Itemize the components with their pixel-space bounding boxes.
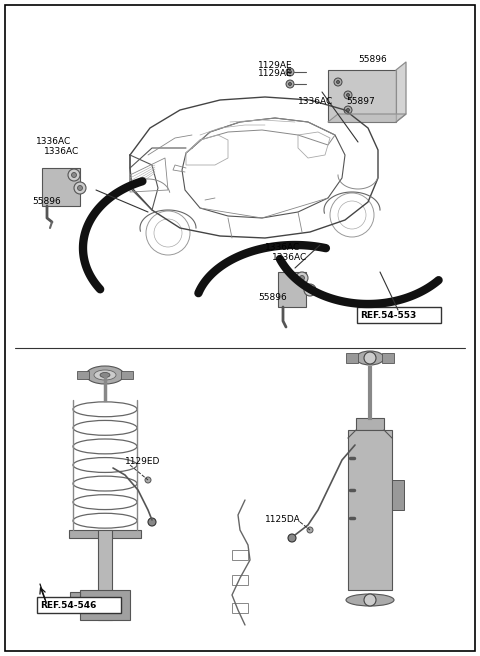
- Bar: [121, 371, 133, 379]
- Circle shape: [288, 83, 291, 85]
- Circle shape: [68, 169, 80, 181]
- Text: 1336AC: 1336AC: [272, 253, 307, 262]
- Circle shape: [74, 182, 86, 194]
- Circle shape: [286, 68, 294, 76]
- Bar: [232, 603, 248, 613]
- Circle shape: [364, 594, 376, 606]
- Bar: [382, 353, 394, 363]
- Bar: [42, 168, 80, 206]
- Bar: [80, 590, 130, 620]
- Text: 1336AC: 1336AC: [298, 98, 333, 106]
- Bar: [328, 70, 396, 122]
- Circle shape: [72, 173, 76, 178]
- Circle shape: [307, 527, 313, 533]
- Circle shape: [344, 106, 352, 114]
- FancyBboxPatch shape: [37, 597, 121, 613]
- Bar: [98, 530, 112, 620]
- Ellipse shape: [356, 351, 384, 365]
- Bar: [392, 480, 404, 510]
- Ellipse shape: [100, 373, 110, 377]
- Text: 55897: 55897: [346, 98, 375, 106]
- Circle shape: [364, 352, 376, 364]
- Text: 1129AE: 1129AE: [258, 70, 293, 79]
- Bar: [232, 575, 248, 585]
- Bar: [356, 418, 384, 430]
- Bar: [348, 430, 392, 590]
- Text: 55896: 55896: [358, 56, 387, 64]
- Circle shape: [336, 81, 339, 83]
- Circle shape: [334, 78, 342, 86]
- Text: 1129AE: 1129AE: [258, 60, 293, 70]
- Bar: [278, 272, 306, 307]
- Ellipse shape: [86, 366, 124, 384]
- Text: 1129ED: 1129ED: [125, 457, 160, 466]
- FancyBboxPatch shape: [357, 307, 441, 323]
- Circle shape: [148, 518, 156, 526]
- Bar: [346, 353, 358, 363]
- Bar: [69, 530, 141, 538]
- Circle shape: [347, 94, 349, 96]
- Bar: [232, 550, 248, 560]
- Circle shape: [288, 70, 291, 73]
- Text: 1336AC: 1336AC: [36, 138, 71, 146]
- Text: 1336AC: 1336AC: [44, 148, 79, 157]
- Bar: [70, 592, 80, 610]
- Circle shape: [344, 91, 352, 99]
- Polygon shape: [328, 114, 406, 122]
- Text: 55896: 55896: [258, 293, 287, 302]
- Text: 1336AC: 1336AC: [265, 243, 300, 253]
- Circle shape: [308, 287, 312, 293]
- Circle shape: [300, 276, 304, 281]
- Ellipse shape: [346, 594, 394, 606]
- Text: 1125DA: 1125DA: [265, 516, 301, 525]
- Circle shape: [77, 186, 83, 190]
- Circle shape: [145, 477, 151, 483]
- Circle shape: [347, 108, 349, 112]
- Bar: [77, 371, 89, 379]
- Circle shape: [296, 272, 308, 284]
- Circle shape: [304, 284, 316, 296]
- Text: REF.54-553: REF.54-553: [360, 310, 416, 319]
- Ellipse shape: [94, 370, 116, 380]
- Text: 55896: 55896: [32, 197, 61, 207]
- Circle shape: [288, 534, 296, 542]
- Text: REF.54-546: REF.54-546: [40, 600, 96, 609]
- Circle shape: [286, 80, 294, 88]
- Polygon shape: [396, 62, 406, 122]
